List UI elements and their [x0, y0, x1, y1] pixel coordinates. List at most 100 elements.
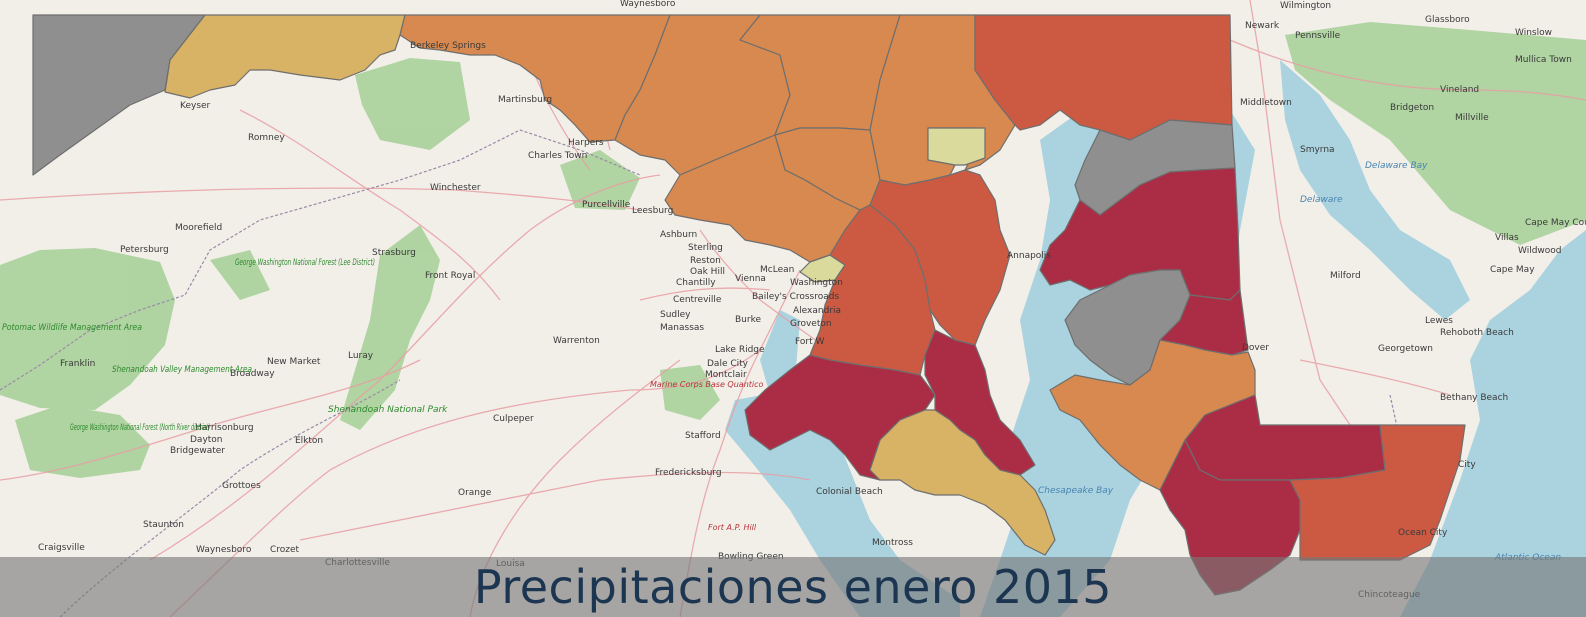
park-label: Shenandoah Valley Management Area: [112, 365, 252, 375]
place-label: New Market: [267, 357, 321, 367]
place-label: Berkeley Springs: [410, 41, 486, 51]
place-label: City: [1458, 460, 1476, 470]
place-label: Petersburg: [120, 245, 169, 255]
water-label: Chesapeake Bay: [1038, 486, 1114, 496]
place-label: Colonial Beach: [816, 487, 883, 497]
place-label: Cape May: [1490, 265, 1535, 275]
place-label: Middletown: [1240, 98, 1292, 108]
park-label: Potomac Wildlife Management Area: [2, 323, 142, 333]
place-label: Fredericksburg: [655, 468, 722, 478]
county-charles[interactable]: [744, 354, 936, 481]
place-label: Bethany Beach: [1440, 393, 1508, 403]
place-label: Villas: [1495, 233, 1519, 243]
place-label: Mullica Town: [1515, 55, 1572, 65]
place-label: Washington: [790, 278, 843, 288]
place-label: Bridgewater: [170, 446, 225, 456]
place-label: Orange: [458, 488, 492, 498]
place-label: Glassboro: [1425, 15, 1470, 25]
place-label: Craigsville: [38, 543, 85, 553]
park-label: Shenandoah National Park: [328, 405, 448, 415]
place-label: Dayton: [190, 435, 223, 445]
military-label: Fort A.P. Hill: [708, 523, 757, 532]
place-label: Ashburn: [660, 230, 697, 240]
place-label: Elkton: [295, 436, 323, 446]
place-label: Manassas: [660, 323, 704, 333]
place-label: Oak Hill: [690, 267, 725, 277]
place-label: Warrenton: [553, 336, 600, 346]
water-label: Delaware: [1300, 195, 1343, 205]
place-label: Keyser: [180, 101, 211, 111]
county-baltimore-city[interactable]: [927, 127, 986, 166]
place-label: Purcellville: [582, 200, 631, 210]
place-label: Pennsville: [1295, 31, 1341, 41]
water-labels: Delaware Bay Delaware Chesapeake Bay Atl…: [1038, 161, 1561, 563]
place-label: Strasburg: [372, 248, 416, 258]
place-label: Grottoes: [222, 481, 261, 491]
place-label: Front Royal: [425, 271, 475, 281]
place-label: Vienna: [735, 274, 766, 284]
place-label: Montross: [872, 538, 913, 548]
place-label: Romney: [248, 133, 285, 143]
place-label: Waynesboro: [620, 0, 676, 9]
place-label: Sterling: [688, 243, 723, 253]
place-label: Smyrna: [1300, 145, 1335, 155]
place-label: Charles Town: [528, 151, 587, 161]
place-label: Leesburg: [632, 206, 673, 216]
place-label: Cape May Court House: [1525, 218, 1586, 228]
place-labels: Waynesboro Wilmington Newark Glassboro W…: [38, 0, 1586, 600]
place-label: Lewes: [1425, 316, 1453, 326]
park-label: George Washington National Forest (Lee D…: [235, 258, 375, 268]
place-label: Dale City: [707, 359, 749, 369]
water-label: Delaware Bay: [1365, 161, 1428, 171]
place-label: Culpeper: [493, 414, 534, 424]
place-label: Chantilly: [676, 278, 716, 288]
place-label: Bailey's Crossroads: [752, 292, 839, 302]
place-label: Franklin: [60, 359, 95, 369]
place-label: Winchester: [430, 183, 481, 193]
forest-areas: [0, 22, 1586, 478]
place-label: Dover: [1242, 343, 1269, 353]
place-label: Burke: [735, 315, 761, 325]
place-label: Harrisonburg: [195, 423, 254, 433]
place-label: Rehoboth Beach: [1440, 328, 1514, 338]
county-polygons: [32, 14, 1466, 596]
place-label: Luray: [348, 351, 374, 361]
place-label: Waynesboro: [196, 545, 252, 555]
place-label: Newark: [1245, 21, 1280, 31]
place-label: Reston: [690, 256, 721, 266]
place-label: Wilmington: [1280, 1, 1331, 11]
place-label: Millville: [1455, 113, 1489, 123]
place-label: Sudley: [660, 310, 691, 320]
place-label: Centreville: [673, 295, 722, 305]
place-label: Staunton: [143, 520, 184, 530]
place-label: Wildwood: [1518, 246, 1562, 256]
place-label: Winslow: [1515, 28, 1552, 38]
military-label: Marine Corps Base Quantico: [650, 380, 764, 389]
place-label: Alexandria: [793, 306, 841, 316]
place-label: Broadway: [230, 369, 275, 379]
place-label: Georgetown: [1378, 344, 1433, 354]
place-label: Bridgeton: [1390, 103, 1434, 113]
place-label: Annapolis: [1007, 251, 1051, 261]
place-label: Moorefield: [175, 223, 222, 233]
place-label: Vineland: [1440, 85, 1479, 95]
place-label: Crozet: [270, 545, 300, 555]
place-label: Groveton: [790, 319, 832, 329]
park-label: George Washington National Forest (North…: [70, 423, 210, 433]
place-label: Fort W: [795, 337, 824, 347]
place-label: Montclair: [705, 370, 747, 380]
title-band: Precipitaciones enero 2015: [0, 557, 1586, 617]
place-label: Lake Ridge: [715, 345, 765, 355]
place-label: Ocean City: [1398, 528, 1448, 538]
place-label: McLean: [760, 265, 794, 275]
place-label: Harpers: [568, 138, 604, 148]
county-allegany[interactable]: [164, 14, 406, 99]
county-st-marys[interactable]: [869, 409, 1056, 556]
park-labels: George Washington National Forest (Lee D…: [2, 258, 764, 532]
place-label: Martinsburg: [498, 95, 552, 105]
place-label: Milford: [1330, 271, 1361, 281]
map-title: Precipitaciones enero 2015: [473, 560, 1113, 614]
